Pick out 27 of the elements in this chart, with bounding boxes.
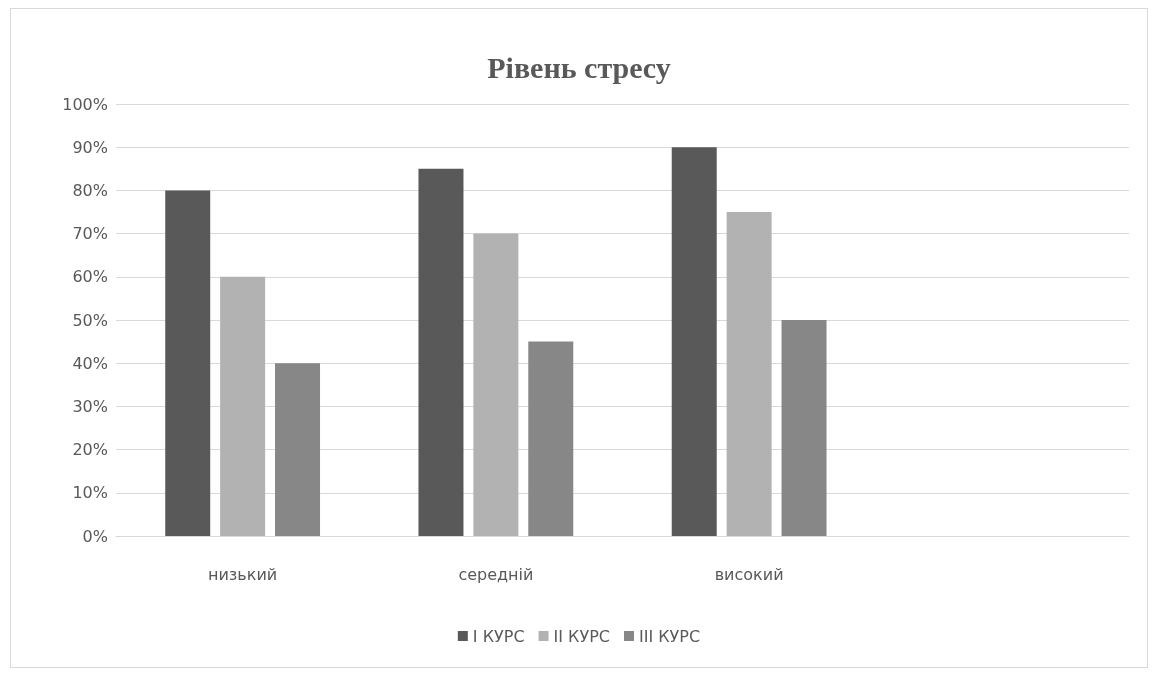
bar (671, 147, 717, 536)
y-tick-label: 40% (72, 353, 108, 373)
bar (781, 320, 827, 536)
y-tick-label: 80% (72, 180, 108, 200)
y-tick-label: 0% (82, 526, 108, 546)
y-tick-label: 100% (62, 94, 108, 114)
bar (220, 276, 266, 536)
legend-label: I КУРС (472, 626, 525, 646)
y-tick-label: 30% (72, 396, 108, 416)
bar (726, 212, 772, 536)
x-tick-label: низький (207, 564, 278, 584)
y-tick-label: 60% (72, 267, 108, 287)
y-tick-label: 70% (72, 224, 108, 244)
y-tick-label: 90% (72, 137, 108, 157)
y-tick-label: 10% (72, 483, 108, 503)
legend-label: II КУРС (553, 626, 611, 646)
y-tick-label: 50% (72, 310, 108, 330)
bar (165, 190, 211, 536)
bar (418, 168, 464, 536)
bar (528, 341, 574, 536)
chart-title: Рівень стресу (487, 50, 671, 84)
legend-label: III КУРС (639, 626, 701, 646)
bar (275, 363, 321, 536)
bar (473, 233, 519, 536)
y-tick-label: 20% (72, 440, 108, 460)
x-tick-label: високий (714, 564, 784, 584)
x-tick-label: середній (458, 564, 534, 584)
